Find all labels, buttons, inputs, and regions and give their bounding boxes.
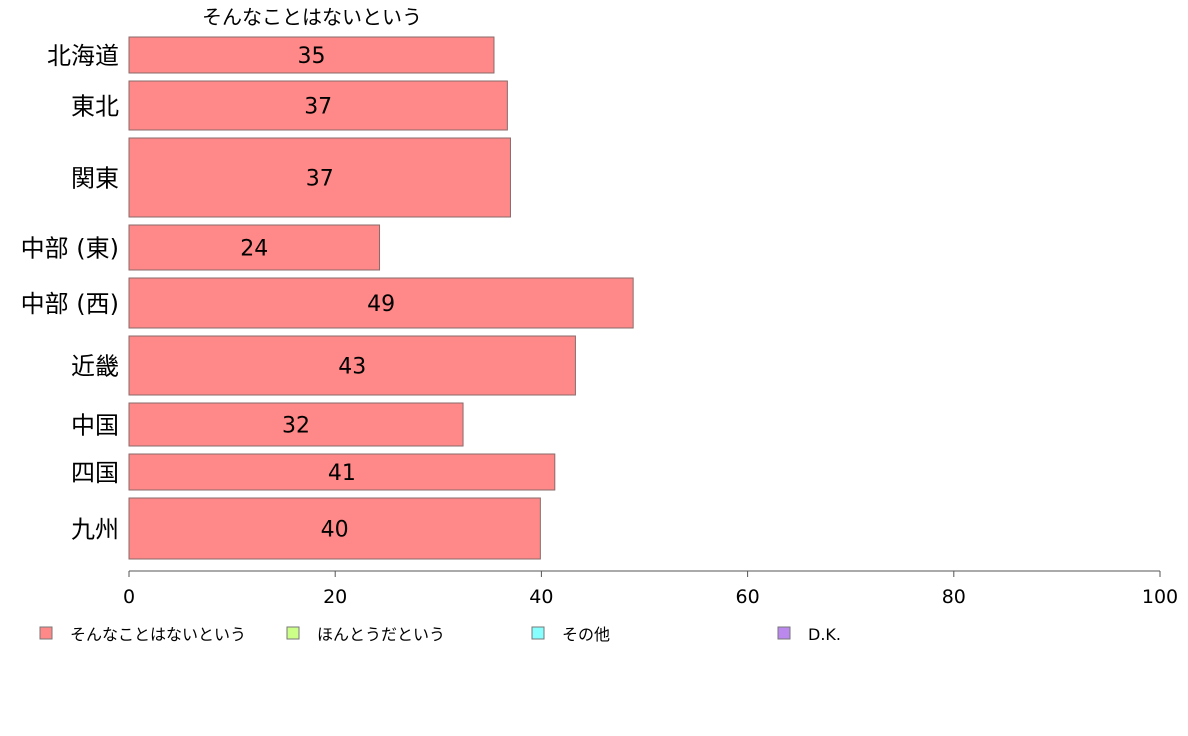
category-label: 中部 (東) [21,235,119,263]
legend-label: D.K. [808,625,841,644]
bar-3 [128,137,511,218]
x-tick-label: 80 [942,586,966,608]
bar-5 [128,277,634,329]
bar-1 [128,36,495,74]
bars-layer: 北海道 35 東北 37 関東 37 中部 (東) 24 中部 (西) 49 近畿 43 中国 32 四国 4… [21,36,634,560]
category-label: 東北 [71,93,119,121]
bar-value-label: 41 [328,461,356,486]
bar-9 [128,497,541,560]
legend-label: そんなことはないという [70,625,246,644]
bar-4 [128,224,381,271]
x-tick-label: 60 [736,586,760,608]
x-tick-label: 20 [323,586,347,608]
x-tick-label: 100 [1142,586,1178,608]
legend: そんなことはないという ほんとうだという その他 D.K. [39,625,841,644]
category-label: 九州 [71,516,119,544]
x-tick-label: 0 [123,586,135,608]
x-axis: 0 20 40 60 80 100 [123,570,1178,608]
bar-7 [128,402,464,447]
category-label: 中部 (西) [21,290,119,318]
legend-swatch [39,626,53,640]
bar-value-label: 37 [304,95,332,120]
legend-label: ほんとうだという [317,625,445,644]
bar-value-label: 35 [297,44,325,69]
bar-value-label: 43 [338,355,366,380]
legend-swatch [286,626,300,640]
bar-value-label: 37 [306,167,334,192]
bar-8 [128,453,556,491]
legend-label: その他 [562,625,610,644]
category-label: 四国 [71,459,119,487]
bar-value-label: 40 [321,518,349,543]
chart-title: そんなことはないという [202,5,422,29]
bar-6 [128,335,576,396]
bar-2 [128,80,508,131]
bar-value-label: 24 [240,237,268,262]
bar-value-label: 49 [367,292,395,317]
legend-swatch [777,626,791,640]
bar-value-label: 32 [282,414,310,439]
category-label: 中国 [71,412,119,440]
category-label: 北海道 [47,42,119,70]
legend-swatch [531,626,545,640]
x-tick-label: 40 [529,586,553,608]
category-label: 近畿 [71,353,119,381]
category-label: 関東 [71,165,119,193]
